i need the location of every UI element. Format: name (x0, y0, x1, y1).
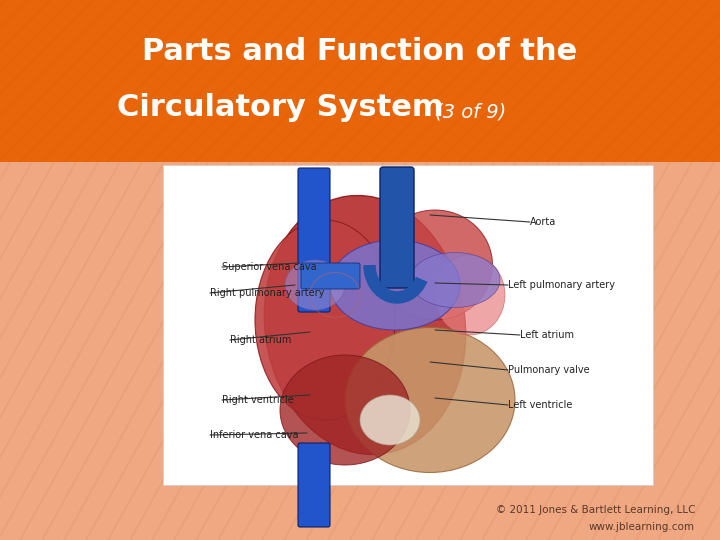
Text: Right ventricle: Right ventricle (222, 395, 294, 405)
Ellipse shape (360, 395, 420, 445)
Ellipse shape (377, 210, 492, 320)
Text: Aorta: Aorta (530, 217, 557, 227)
Text: www.jblearning.com: www.jblearning.com (589, 522, 695, 532)
Ellipse shape (345, 327, 515, 472)
Ellipse shape (330, 240, 460, 330)
FancyBboxPatch shape (298, 168, 330, 312)
Text: © 2011 Jones & Bartlett Learning, LLC: © 2011 Jones & Bartlett Learning, LLC (495, 505, 695, 515)
Text: Parts and Function of the: Parts and Function of the (143, 37, 577, 66)
Ellipse shape (410, 253, 500, 307)
FancyBboxPatch shape (380, 167, 414, 288)
Ellipse shape (435, 255, 505, 335)
Bar (163, 165, 653, 485)
Ellipse shape (255, 220, 395, 420)
Text: Left ventricle: Left ventricle (508, 400, 572, 410)
Text: Pulmonary valve: Pulmonary valve (508, 365, 590, 375)
FancyBboxPatch shape (301, 263, 360, 289)
Ellipse shape (280, 355, 410, 465)
Text: Inferior vena cava: Inferior vena cava (210, 430, 299, 440)
Ellipse shape (285, 260, 345, 310)
Text: Left atrium: Left atrium (520, 330, 574, 340)
Text: Right atrium: Right atrium (230, 335, 292, 345)
Text: Left pulmonary artery: Left pulmonary artery (508, 280, 615, 290)
Text: Right pulmonary artery: Right pulmonary artery (210, 288, 325, 298)
Text: (3 of 9): (3 of 9) (435, 103, 506, 122)
Bar (0, 0, 720, 162)
Text: Circulatory System: Circulatory System (117, 93, 444, 123)
Ellipse shape (264, 195, 466, 455)
Text: Superior vena cava: Superior vena cava (222, 262, 317, 272)
FancyBboxPatch shape (298, 443, 330, 527)
